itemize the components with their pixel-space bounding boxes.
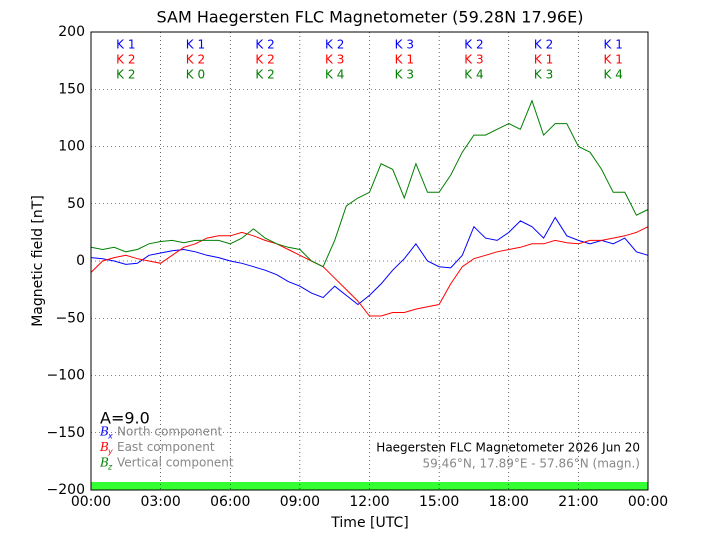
x-tick-label: 21:00 bbox=[558, 494, 598, 510]
k-index: K 3 bbox=[534, 68, 553, 82]
k-index: K 4 bbox=[464, 68, 483, 82]
k-index: K 0 bbox=[186, 68, 205, 82]
legend-subscript: y bbox=[107, 447, 113, 456]
k-index: K 3 bbox=[464, 53, 483, 67]
legend-symbol: B bbox=[99, 425, 109, 439]
x-tick-label: 06:00 bbox=[210, 494, 250, 510]
a-index: A=9.0 bbox=[100, 409, 150, 428]
k-index: K 2 bbox=[255, 38, 274, 52]
x-tick-label: 12:00 bbox=[349, 494, 389, 510]
x-tick-label: 03:00 bbox=[140, 494, 180, 510]
k-index: K 2 bbox=[116, 53, 135, 67]
chart-title: SAM Haegersten FLC Magnetometer (59.28N … bbox=[157, 8, 584, 27]
coord-note: 59.46°N, 17.89°E - 57.86°N (magn.) bbox=[423, 457, 640, 471]
legend-entry: North component bbox=[117, 425, 223, 439]
x-axis-label: Time [UTC] bbox=[330, 515, 408, 531]
legend-subscript: x bbox=[107, 432, 113, 441]
x-tick-label: 18:00 bbox=[489, 494, 529, 510]
k-index: K 2 bbox=[116, 68, 135, 82]
y-tick-label: −200 bbox=[47, 482, 85, 498]
y-tick-label: −100 bbox=[47, 368, 85, 384]
k-index: K 4 bbox=[325, 68, 344, 82]
k-index: K 1 bbox=[116, 38, 135, 52]
k-index: K 2 bbox=[255, 68, 274, 82]
legend-subscript: z bbox=[107, 463, 113, 472]
k-index: K 1 bbox=[534, 53, 553, 67]
legend-entry: East component bbox=[117, 440, 215, 454]
x-tick-label: 09:00 bbox=[280, 494, 320, 510]
legend-symbol: B bbox=[99, 440, 109, 454]
data-line bbox=[90, 216, 649, 306]
plot-frame bbox=[90, 31, 649, 491]
k-index: K 3 bbox=[395, 68, 414, 82]
data-line bbox=[90, 226, 649, 317]
k-index: K 1 bbox=[395, 53, 414, 67]
status-bar bbox=[91, 482, 648, 490]
k-index: K 1 bbox=[186, 38, 205, 52]
y-tick-label: −50 bbox=[55, 310, 85, 326]
k-index: K 2 bbox=[534, 38, 553, 52]
y-tick-label: 100 bbox=[58, 139, 85, 155]
x-tick-label: 15:00 bbox=[419, 494, 459, 510]
y-tick-label: 50 bbox=[67, 196, 85, 212]
x-tick-label: 00:00 bbox=[71, 494, 111, 510]
data-line bbox=[90, 99, 649, 268]
station-note: Haegersten FLC Magnetometer 2026 Jun 20 bbox=[376, 441, 640, 455]
legend-symbol: B bbox=[99, 456, 109, 470]
y-tick-label: −150 bbox=[47, 425, 85, 441]
k-index: K 2 bbox=[464, 38, 483, 52]
x-tick-label: 00:00 bbox=[628, 494, 668, 510]
k-index: K 3 bbox=[325, 53, 344, 67]
k-index: K 2 bbox=[186, 53, 205, 67]
k-index: K 4 bbox=[604, 68, 623, 82]
k-index: K 2 bbox=[255, 53, 274, 67]
y-tick-label: 150 bbox=[58, 81, 85, 97]
y-axis-label: Magnetic field [nT] bbox=[30, 195, 46, 327]
y-tick-label: 200 bbox=[58, 24, 85, 40]
k-index: K 2 bbox=[325, 38, 344, 52]
k-index: K 3 bbox=[395, 38, 414, 52]
legend-entry: Vertical component bbox=[117, 456, 234, 470]
k-index: K 1 bbox=[604, 38, 623, 52]
k-index: K 1 bbox=[604, 53, 623, 67]
y-tick-label: 0 bbox=[76, 253, 85, 269]
